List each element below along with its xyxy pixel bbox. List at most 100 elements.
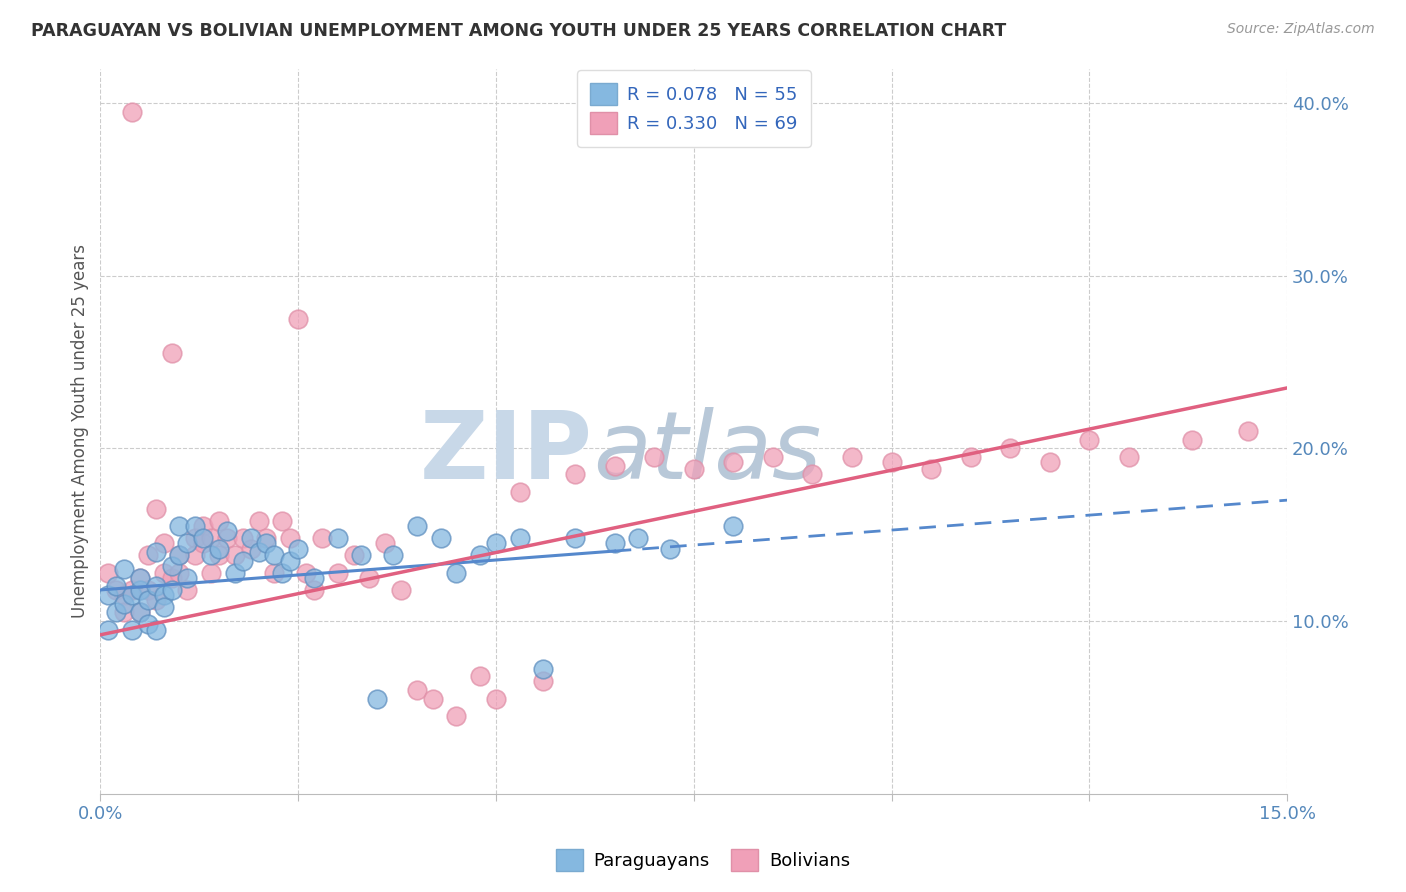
Point — [129, 571, 152, 585]
Point — [200, 531, 222, 545]
Point — [643, 450, 665, 464]
Point — [152, 536, 174, 550]
Point — [263, 566, 285, 580]
Point — [193, 536, 215, 550]
Point — [998, 442, 1021, 456]
Point — [224, 549, 246, 563]
Point — [208, 549, 231, 563]
Point — [278, 531, 301, 545]
Point — [112, 588, 135, 602]
Point — [121, 623, 143, 637]
Point — [129, 582, 152, 597]
Point — [239, 541, 262, 556]
Y-axis label: Unemployment Among Youth under 25 years: Unemployment Among Youth under 25 years — [72, 244, 89, 618]
Point — [193, 531, 215, 545]
Point — [145, 501, 167, 516]
Point — [97, 588, 120, 602]
Point — [160, 558, 183, 573]
Point — [302, 582, 325, 597]
Point — [176, 582, 198, 597]
Point — [145, 545, 167, 559]
Point — [389, 582, 412, 597]
Point — [169, 519, 191, 533]
Point — [366, 691, 388, 706]
Text: atlas: atlas — [593, 408, 821, 499]
Text: Source: ZipAtlas.com: Source: ZipAtlas.com — [1227, 22, 1375, 37]
Point — [1118, 450, 1140, 464]
Legend: Paraguayans, Bolivians: Paraguayans, Bolivians — [548, 842, 858, 879]
Point — [287, 541, 309, 556]
Point — [232, 531, 254, 545]
Point — [129, 606, 152, 620]
Point — [295, 566, 318, 580]
Point — [200, 566, 222, 580]
Point — [176, 571, 198, 585]
Point — [169, 549, 191, 563]
Point — [184, 549, 207, 563]
Point — [531, 674, 554, 689]
Point — [136, 582, 159, 597]
Point — [422, 691, 444, 706]
Point — [112, 606, 135, 620]
Point — [603, 458, 626, 473]
Point — [382, 549, 405, 563]
Point — [278, 553, 301, 567]
Point — [176, 536, 198, 550]
Point — [129, 606, 152, 620]
Point — [193, 519, 215, 533]
Point — [509, 484, 531, 499]
Point — [184, 519, 207, 533]
Point — [160, 582, 183, 597]
Point — [342, 549, 364, 563]
Point — [97, 623, 120, 637]
Point — [446, 566, 468, 580]
Point — [145, 623, 167, 637]
Point — [215, 531, 238, 545]
Point — [659, 541, 682, 556]
Point — [564, 467, 586, 482]
Text: ZIP: ZIP — [420, 407, 593, 499]
Point — [232, 553, 254, 567]
Point — [105, 582, 128, 597]
Point — [959, 450, 981, 464]
Point — [841, 450, 863, 464]
Point — [184, 531, 207, 545]
Point — [152, 566, 174, 580]
Point — [446, 709, 468, 723]
Point — [136, 593, 159, 607]
Point — [145, 593, 167, 607]
Point — [112, 562, 135, 576]
Point — [145, 579, 167, 593]
Point — [136, 617, 159, 632]
Point — [129, 571, 152, 585]
Point — [359, 571, 381, 585]
Point — [200, 549, 222, 563]
Point — [762, 450, 785, 464]
Point — [350, 549, 373, 563]
Point — [1181, 433, 1204, 447]
Point — [271, 566, 294, 580]
Point — [564, 531, 586, 545]
Point — [256, 531, 278, 545]
Point — [801, 467, 824, 482]
Point — [160, 571, 183, 585]
Point — [121, 104, 143, 119]
Point — [121, 588, 143, 602]
Point — [485, 536, 508, 550]
Point — [287, 311, 309, 326]
Point — [239, 531, 262, 545]
Point — [682, 462, 704, 476]
Point — [247, 514, 270, 528]
Point — [723, 455, 745, 469]
Point — [105, 579, 128, 593]
Point — [1236, 424, 1258, 438]
Point — [160, 346, 183, 360]
Point — [468, 669, 491, 683]
Point — [326, 531, 349, 545]
Point — [208, 514, 231, 528]
Point — [531, 662, 554, 676]
Point — [224, 566, 246, 580]
Point — [880, 455, 903, 469]
Point — [405, 519, 427, 533]
Point — [215, 524, 238, 539]
